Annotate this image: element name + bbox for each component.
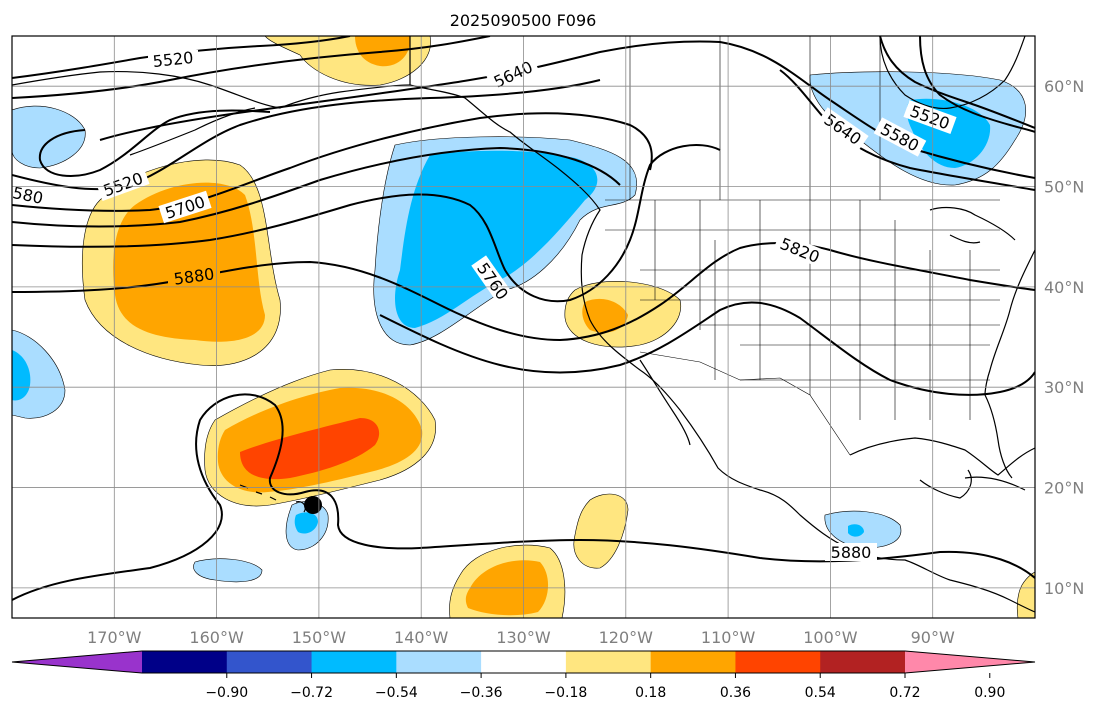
colorbar-tick-label: −0.54 <box>375 685 418 701</box>
colorbar-segment <box>565 651 652 673</box>
anomaly-negative-east-pacific-core <box>395 150 598 328</box>
lat-tick-label: 50°N <box>1044 178 1084 197</box>
lon-tick-label: 130°W <box>496 628 551 647</box>
anomaly-positive-se-corner <box>1016 571 1035 618</box>
colorbar-segment <box>396 651 482 673</box>
great-lakes <box>929 206 1016 244</box>
contour-5880-hawaii <box>12 393 1035 601</box>
marker-point <box>304 496 322 514</box>
colorbar-segment <box>481 651 567 673</box>
anomaly-negative-central-america-core <box>848 524 864 537</box>
colorbar-tick-labels: −0.90 −0.72 −0.54 −0.36 −0.18 0.18 0.36 0.54 0.7… <box>205 673 1005 701</box>
contour-5760-west <box>12 146 621 228</box>
canada-provinces <box>629 36 881 200</box>
florida-peninsula <box>984 394 1013 479</box>
height-contours <box>12 36 1035 601</box>
chart-title: 2025090500 F096 <box>450 11 597 30</box>
colorbar-segment <box>735 651 821 673</box>
colorbar-extend-high <box>905 651 1035 673</box>
lon-tick-label: 110°W <box>701 628 756 647</box>
hawaii-islands <box>239 484 306 513</box>
coastlines <box>12 36 1035 613</box>
lon-tick-label: 100°W <box>803 628 858 647</box>
anomaly-positive-ne-pacific-core <box>113 182 266 342</box>
longitude-tick-labels: 170°W 160°W 150°W 140°W 130°W 120°W 110°W 100°W… <box>87 628 955 647</box>
colorbar-tick-label: 0.36 <box>720 685 751 701</box>
lon-tick-label: 90°W <box>911 628 955 647</box>
yucatan <box>919 469 972 499</box>
anomaly-negative-west-edge-core <box>12 350 31 401</box>
lon-tick-label: 120°W <box>599 628 654 647</box>
gridlines <box>12 36 1035 618</box>
anomaly-negative-tropical-small <box>193 558 263 583</box>
state-lines-vertical <box>654 200 971 420</box>
lon-tick-label: 150°W <box>292 628 347 647</box>
lat-tick-label: 10°N <box>1044 579 1084 598</box>
anomaly-negative-far-northwest <box>12 105 86 169</box>
latitude-tick-labels: 60°N 50°N 40°N 30°N 20°N 10°N <box>1044 77 1084 598</box>
contour-5520-loop <box>879 36 1035 129</box>
lon-tick-label: 140°W <box>394 628 449 647</box>
colorbar-tick-label: 0.72 <box>889 685 920 701</box>
anomaly-negative-west-edge <box>12 329 66 419</box>
map-area: 5520 5640 5640 5580 5520 580 5520 5700 5… <box>12 36 1035 618</box>
colorbar-tick-label: 0.18 <box>635 685 666 701</box>
state-lines-horizontal <box>605 229 1000 381</box>
lat-tick-label: 30°N <box>1044 378 1084 397</box>
colorbar-segment <box>820 651 906 673</box>
lon-tick-label: 160°W <box>189 628 244 647</box>
contour-5820-west <box>12 144 721 303</box>
gulf-coast <box>849 437 1035 476</box>
colorbar-tick-label: −0.36 <box>460 685 503 701</box>
alaska-coast <box>12 70 411 109</box>
contour-5700 <box>12 112 653 212</box>
lat-tick-label: 20°N <box>1044 479 1084 498</box>
political-borders <box>409 36 1000 456</box>
lat-tick-label: 60°N <box>1044 77 1084 96</box>
north-america-west-coast <box>409 36 1035 613</box>
colorbar-tick-label: −0.72 <box>290 685 333 701</box>
contour-5640-hudson <box>779 69 1035 191</box>
map-frame <box>11 35 1036 619</box>
colorbar-outline <box>11 650 1036 674</box>
colorbar-segment <box>311 651 397 673</box>
contour-label-5880-b: 5880 <box>831 543 872 562</box>
contour-5580-north <box>12 36 491 99</box>
baja-california <box>639 359 691 446</box>
colorbar-segment <box>226 651 313 673</box>
anomaly-positive-california-core <box>582 298 628 333</box>
lon-tick-label: 170°W <box>87 628 142 647</box>
colorbar-segment <box>142 651 228 673</box>
anomaly-positive-small-east <box>573 493 629 569</box>
colorbar <box>11 650 1036 674</box>
colorbar-segment <box>650 651 736 673</box>
hudson-bay-coast <box>879 36 1026 110</box>
colorbar-tick-label: −0.18 <box>544 685 587 701</box>
contour-label-5520-a: 5520 <box>152 48 194 71</box>
colorbar-extend-low <box>12 651 142 673</box>
contour-low-nw <box>38 109 271 177</box>
colorbar-tick-label: 0.54 <box>805 685 836 701</box>
colorbar-tick-label: 0.90 <box>974 685 1005 701</box>
contour-5580-loop <box>919 36 1035 133</box>
contour-5820-east <box>379 301 1035 396</box>
anomaly-negative-south-hawaii-core <box>294 512 318 534</box>
lat-tick-label: 40°N <box>1044 278 1084 297</box>
colorbar-tick-label: −0.90 <box>205 685 248 701</box>
